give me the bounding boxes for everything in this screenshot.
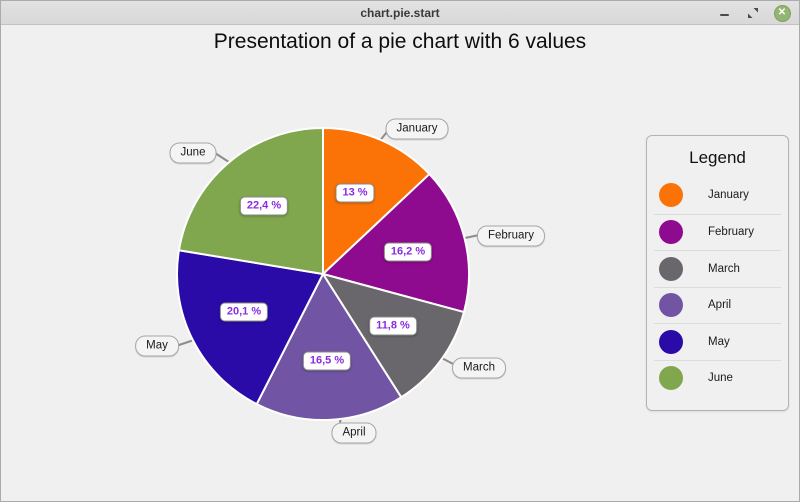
legend-color-dot [659, 366, 683, 391]
legend-label: January [708, 189, 749, 202]
legend-color-dot [659, 329, 683, 354]
close-icon: ✕ [773, 4, 791, 22]
slice-value-badge-march: 11,8 % [369, 316, 417, 336]
restore-button[interactable] [744, 4, 762, 22]
legend-items: January February March April May June [647, 177, 788, 396]
restore-icon [748, 8, 758, 18]
close-button[interactable]: ✕ [773, 4, 791, 22]
slice-callout-june: June [169, 142, 217, 164]
legend-color-dot [659, 256, 683, 281]
slice-value-badge-january: 13 % [335, 183, 375, 203]
pie-slice-april[interactable] [255, 273, 403, 421]
legend-label: February [708, 226, 755, 239]
legend-row-february: February [654, 213, 781, 251]
slice-value-badge-may: 20,1 % [219, 302, 269, 322]
slice-callout-february: February [476, 225, 546, 247]
slice-callout-april: April [331, 422, 377, 444]
legend-color-dot [659, 183, 683, 208]
slice-value-badge-april: 16,5 % [302, 351, 352, 371]
slice-callout-march: March [452, 357, 506, 379]
minimize-icon [719, 14, 729, 16]
pie-slice-march[interactable] [322, 273, 465, 399]
legend-row-march: March [654, 250, 781, 287]
legend-color-dot [659, 220, 683, 245]
slice-callout-may: May [135, 335, 179, 357]
pie-slice-may[interactable] [176, 249, 324, 406]
legend-row-january: January [654, 177, 781, 214]
titlebar: chart.pie.start ✕ [1, 1, 799, 25]
legend-row-april: April [654, 286, 781, 324]
slice-value-badge-june: 22,4 % [239, 196, 289, 216]
slice-value-badge-february: 16,2 % [383, 242, 433, 262]
chart-title: Presentation of a pie chart with 6 value… [213, 30, 587, 53]
legend-title: Legend [689, 148, 746, 167]
legend-label: May [708, 335, 730, 348]
slice-callout-january: January [385, 118, 449, 140]
legend-row-may: May [654, 323, 781, 360]
legend-color-dot [659, 293, 683, 318]
legend-label: April [708, 299, 732, 312]
legend-label: March [708, 262, 740, 275]
window-controls: ✕ [715, 1, 791, 25]
window-title: chart.pie.start [360, 5, 440, 20]
minimize-button[interactable] [715, 4, 733, 22]
legend-label: June [708, 372, 733, 385]
pie-slice-january[interactable] [322, 127, 431, 275]
legend-row-june: June [654, 359, 781, 397]
legend: Legend January February March April May June [646, 135, 789, 411]
